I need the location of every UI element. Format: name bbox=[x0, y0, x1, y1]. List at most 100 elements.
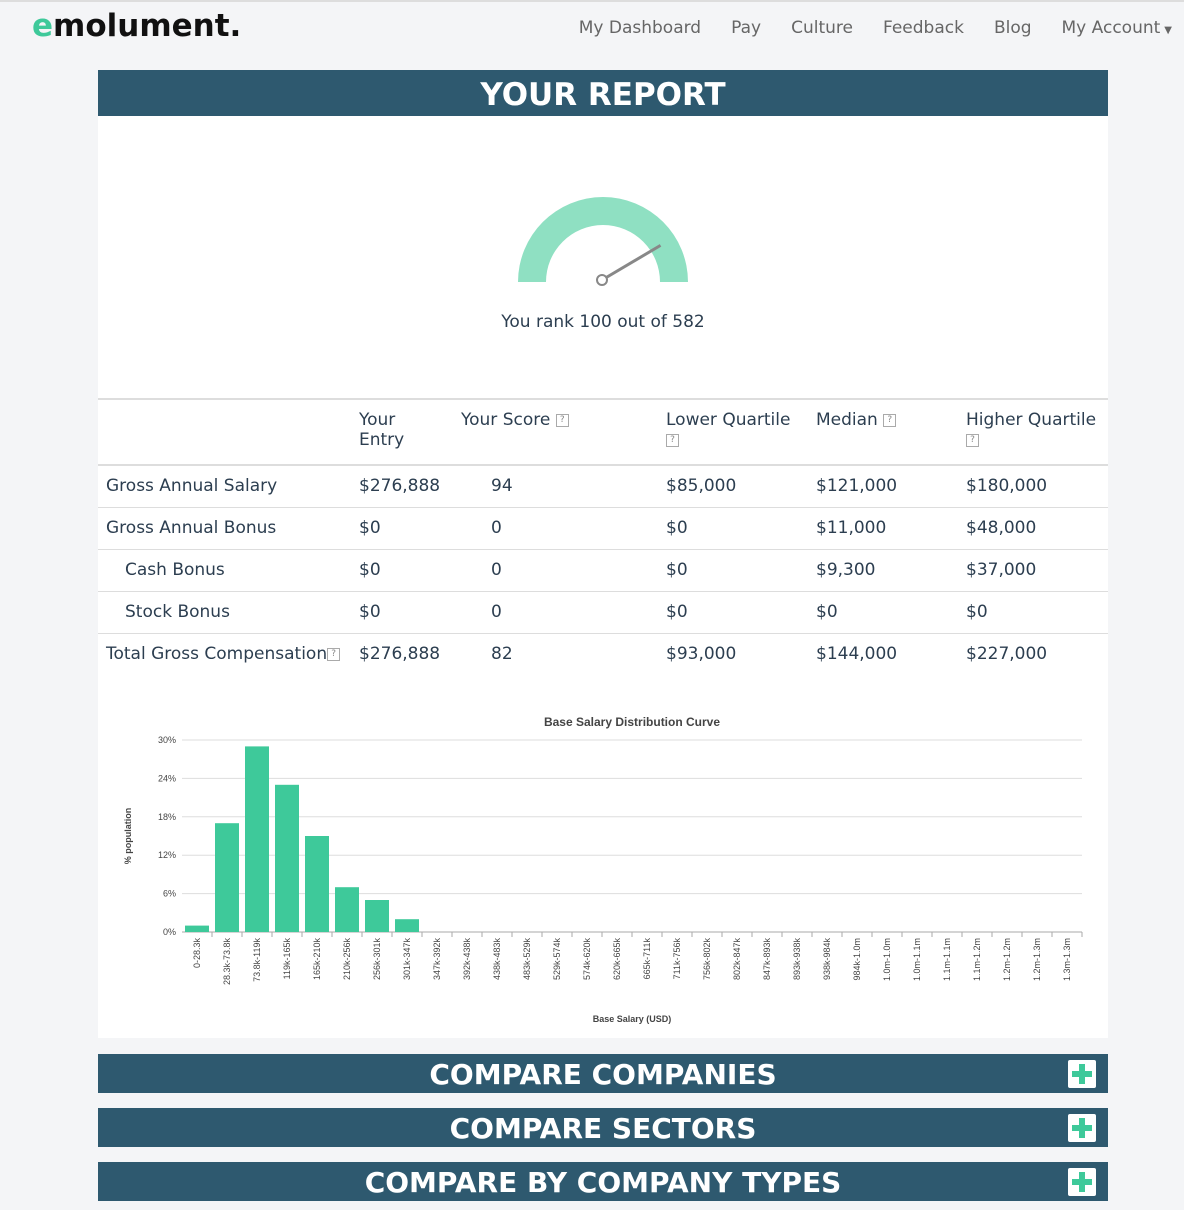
help-icon[interactable]: ? bbox=[555, 413, 569, 427]
col-median: Median ? bbox=[808, 398, 958, 466]
bar bbox=[215, 823, 239, 932]
help-icon[interactable]: ? bbox=[883, 413, 897, 427]
cell: $276,888 bbox=[359, 644, 441, 665]
cell: $0 bbox=[351, 549, 453, 592]
y-tick-label: 24% bbox=[158, 773, 176, 783]
cell: $93,000 bbox=[666, 644, 737, 665]
section-compare-sectors[interactable]: COMPARE SECTORS bbox=[98, 1108, 1108, 1147]
table-row: Gross Annual Bonus $0 0 $0 $11,000 $48,000 bbox=[98, 507, 1108, 550]
bar bbox=[185, 925, 209, 932]
row-label: Cash Bonus bbox=[98, 549, 351, 592]
cell: 0 bbox=[453, 591, 658, 634]
x-tick-label: 1.0m-1.0m bbox=[882, 938, 892, 981]
x-tick-label: 392k-438k bbox=[462, 938, 472, 981]
cell: $0 bbox=[658, 549, 808, 592]
compensation-table: Your Entry Your Score ? Lower Quartile? … bbox=[98, 398, 1108, 675]
cell: $180,000 bbox=[958, 465, 1108, 508]
cell: $11,000 bbox=[808, 507, 958, 550]
bar bbox=[365, 900, 389, 932]
expand-plus-icon[interactable] bbox=[1068, 1060, 1096, 1088]
cell: $0 bbox=[808, 591, 958, 634]
rank-gauge bbox=[518, 197, 688, 286]
help-icon[interactable]: ? bbox=[666, 433, 679, 447]
table-row: Stock Bonus $0 0 $0 $0 $0 bbox=[98, 591, 1108, 634]
x-tick-label: 1.3m-1.3m bbox=[1062, 938, 1072, 981]
nav-pay[interactable]: Pay bbox=[731, 18, 762, 38]
y-axis-label: % population bbox=[123, 808, 133, 865]
expand-plus-icon[interactable] bbox=[1068, 1114, 1096, 1142]
cell: $0 bbox=[958, 591, 1108, 634]
cell: $121,000 bbox=[808, 465, 958, 508]
cell: 82 bbox=[491, 644, 513, 665]
report-header: YOUR REPORT bbox=[98, 70, 1108, 116]
bar bbox=[305, 836, 329, 932]
x-tick-label: 301k-347k bbox=[402, 938, 412, 981]
x-tick-label: 620k-665k bbox=[612, 938, 622, 981]
col-your-score: Your Score ? bbox=[453, 398, 658, 466]
x-tick-label: 1.1m-1.1m bbox=[942, 938, 952, 981]
x-tick-label: 756k-802k bbox=[702, 938, 712, 981]
y-tick-label: 30% bbox=[158, 735, 176, 745]
caret-down-icon: ▼ bbox=[1164, 25, 1172, 36]
table-row: Cash Bonus $0 0 $0 $9,300 $37,000 bbox=[98, 549, 1108, 592]
cell: 0 bbox=[453, 507, 658, 550]
nav-my-dashboard[interactable]: My Dashboard bbox=[578, 18, 702, 38]
x-tick-label: 847k-893k bbox=[762, 938, 772, 981]
x-tick-label: 665k-711k bbox=[642, 938, 652, 980]
x-tick-label: 28.3k-73.8k bbox=[222, 938, 232, 986]
cell: 94 bbox=[453, 465, 658, 508]
x-tick-label: 256k-301k bbox=[372, 938, 382, 981]
expand-plus-icon[interactable] bbox=[1068, 1168, 1096, 1196]
x-tick-label: 574k-620k bbox=[582, 938, 592, 981]
x-axis-label: Base Salary (USD) bbox=[593, 1014, 672, 1024]
x-tick-label: 210k-256k bbox=[342, 938, 352, 981]
cell: $85,000 bbox=[658, 465, 808, 508]
cell: $0 bbox=[351, 591, 453, 634]
nav-blog[interactable]: Blog bbox=[993, 18, 1032, 38]
x-tick-label: 1.1m-1.2m bbox=[972, 938, 982, 981]
x-tick-label: 529k-574k bbox=[552, 938, 562, 981]
y-tick-label: 18% bbox=[158, 812, 176, 822]
nav-my-account[interactable]: My Account ▼ bbox=[1061, 18, 1172, 38]
section-compare-company-types[interactable]: COMPARE BY COMPANY TYPES bbox=[98, 1162, 1108, 1201]
cell: $9,300 bbox=[808, 549, 958, 592]
x-tick-label: 73.8k-119k bbox=[252, 938, 262, 982]
col-higher-quartile: Higher Quartile? bbox=[958, 398, 1108, 466]
cell: $48,000 bbox=[958, 507, 1108, 550]
table-header-row: Your Entry Your Score ? Lower Quartile? … bbox=[98, 398, 1108, 466]
y-tick-label: 12% bbox=[158, 850, 176, 860]
cell: $0 bbox=[658, 507, 808, 550]
bar bbox=[335, 887, 359, 932]
bar bbox=[275, 784, 299, 932]
cell: $37,000 bbox=[958, 549, 1108, 592]
section-compare-companies[interactable]: COMPARE COMPANIES bbox=[98, 1054, 1108, 1093]
row-label: Total Gross Compensation? bbox=[98, 633, 351, 675]
nav-feedback[interactable]: Feedback bbox=[882, 18, 964, 38]
top-nav: emolument. My Dashboard Pay Culture Feed… bbox=[0, 2, 1184, 58]
col-lower-quartile: Lower Quartile? bbox=[658, 398, 808, 466]
table-row: Gross Annual Salary $276,888 94 $85,000 $121… bbox=[98, 465, 1108, 508]
cell: $0 bbox=[658, 591, 808, 634]
y-tick-label: 0% bbox=[163, 927, 176, 937]
y-tick-label: 6% bbox=[163, 889, 176, 899]
x-tick-label: 938k-984k bbox=[822, 938, 832, 981]
col-your-entry: Your Entry bbox=[351, 398, 453, 466]
x-tick-label: 984k-1.0m bbox=[852, 938, 862, 981]
help-icon[interactable]: ? bbox=[327, 647, 341, 661]
x-tick-label: 1.2m-1.3m bbox=[1032, 938, 1042, 981]
row-label: Gross Annual Bonus bbox=[98, 507, 351, 550]
cell: $0 bbox=[351, 507, 453, 550]
help-icon[interactable]: ? bbox=[966, 433, 979, 447]
x-tick-label: 347k-392k bbox=[432, 938, 442, 981]
x-tick-label: 438k-483k bbox=[492, 938, 502, 981]
logo[interactable]: emolument. bbox=[32, 8, 242, 44]
table-row: Total Gross Compensation? $276,888 82 $93,0… bbox=[98, 633, 1108, 675]
x-tick-label: 802k-847k bbox=[732, 938, 742, 981]
rank-text: You rank 100 out of 582 bbox=[501, 312, 705, 332]
bar bbox=[245, 746, 269, 932]
nav-culture[interactable]: Culture bbox=[791, 18, 853, 38]
x-tick-label: 119k-165k bbox=[282, 938, 292, 980]
row-label: Stock Bonus bbox=[98, 591, 351, 634]
x-tick-label: 711k-756k bbox=[672, 938, 682, 980]
x-tick-label: 893k-938k bbox=[792, 938, 802, 981]
